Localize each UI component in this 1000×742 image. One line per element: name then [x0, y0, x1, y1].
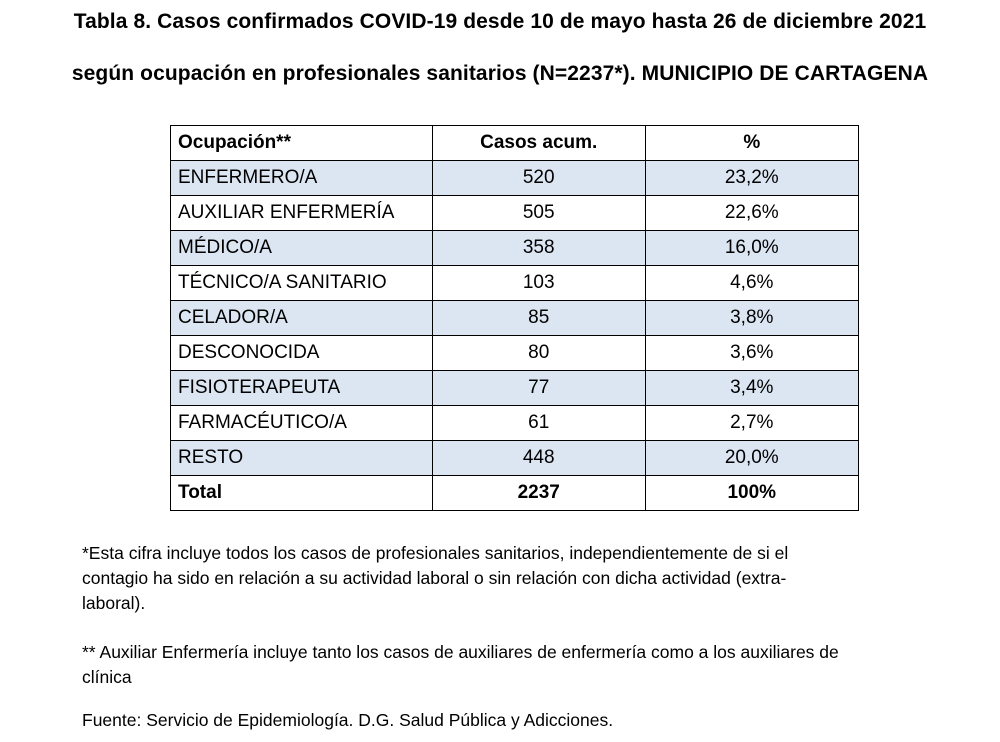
footnote-auxiliar-line: clínica	[82, 667, 132, 687]
total-cases: 2237	[431, 475, 646, 511]
cell-cases: 103	[431, 265, 646, 301]
cell-occupation: MÉDICO/A	[170, 230, 433, 266]
cell-percent: 23,2%	[644, 160, 860, 196]
source-note: Fuente: Servicio de Epidemiología. D.G. …	[82, 710, 614, 730]
cell-occupation: ENFERMERO/A	[170, 160, 433, 196]
footnote-scope: *Esta cifra incluye todos los casos de p…	[82, 541, 982, 616]
table-row: DESCONOCIDA 80 3,6%	[170, 335, 860, 371]
table-row: FISIOTERAPEUTA 77 3,4%	[170, 370, 860, 406]
header-percent: %	[644, 125, 860, 161]
header-occupation: Ocupación**	[170, 125, 433, 161]
cell-cases: 61	[431, 405, 646, 441]
cell-occupation: FISIOTERAPEUTA	[170, 370, 433, 406]
table-row: CELADOR/A 85 3,8%	[170, 300, 860, 336]
cell-percent: 22,6%	[644, 195, 860, 231]
cell-cases: 85	[431, 300, 646, 336]
table-title-line-2: según ocupación en profesionales sanitar…	[71, 62, 929, 85]
cell-percent: 2,7%	[644, 405, 860, 441]
table-row: TÉCNICO/A SANITARIO 103 4,6%	[170, 265, 860, 301]
cell-cases: 80	[431, 335, 646, 371]
cell-cases: 448	[431, 440, 646, 476]
footnote-auxiliar-line: ** Auxiliar Enfermería incluye tanto los…	[82, 642, 839, 662]
cell-cases: 505	[431, 195, 646, 231]
footnote-scope-line: laboral).	[82, 593, 146, 613]
cell-occupation: FARMACÉUTICO/A	[170, 405, 433, 441]
cell-occupation: DESCONOCIDA	[170, 335, 433, 371]
table-row: FARMACÉUTICO/A 61 2,7%	[170, 405, 860, 441]
cell-percent: 3,6%	[644, 335, 860, 371]
cell-occupation: TÉCNICO/A SANITARIO	[170, 265, 433, 301]
table-row: MÉDICO/A 358 16,0%	[170, 230, 860, 266]
total-percent: 100%	[644, 475, 860, 511]
cell-occupation: AUXILIAR ENFERMERÍA	[170, 195, 433, 231]
cell-percent: 16,0%	[644, 230, 860, 266]
cell-percent: 20,0%	[644, 440, 860, 476]
total-label: Total	[170, 475, 433, 511]
cell-cases: 520	[431, 160, 646, 196]
footnote-scope-line: *Esta cifra incluye todos los casos de p…	[82, 543, 789, 563]
table-row: AUXILIAR ENFERMERÍA 505 22,6%	[170, 195, 860, 231]
table-header-row: Ocupación** Casos acum. %	[170, 125, 860, 161]
cell-percent: 3,8%	[644, 300, 860, 336]
cell-cases: 358	[431, 230, 646, 266]
occupation-cases-table: Ocupación** Casos acum. % ENFERMERO/A 52…	[170, 125, 860, 511]
footnote-scope-line: contagio ha sido en relación a su activi…	[82, 568, 787, 588]
table-title-line-1: Tabla 8. Casos confirmados COVID-19 desd…	[73, 10, 927, 33]
footnote-auxiliar: ** Auxiliar Enfermería incluye tanto los…	[82, 640, 982, 690]
table-row: RESTO 448 20,0%	[170, 440, 860, 476]
table-row: ENFERMERO/A 520 23,2%	[170, 160, 860, 196]
table-total-row: Total 2237 100%	[170, 475, 860, 511]
cell-percent: 3,4%	[644, 370, 860, 406]
cell-occupation: RESTO	[170, 440, 433, 476]
cell-occupation: CELADOR/A	[170, 300, 433, 336]
cell-percent: 4,6%	[644, 265, 860, 301]
cell-cases: 77	[431, 370, 646, 406]
header-cases: Casos acum.	[431, 125, 646, 161]
